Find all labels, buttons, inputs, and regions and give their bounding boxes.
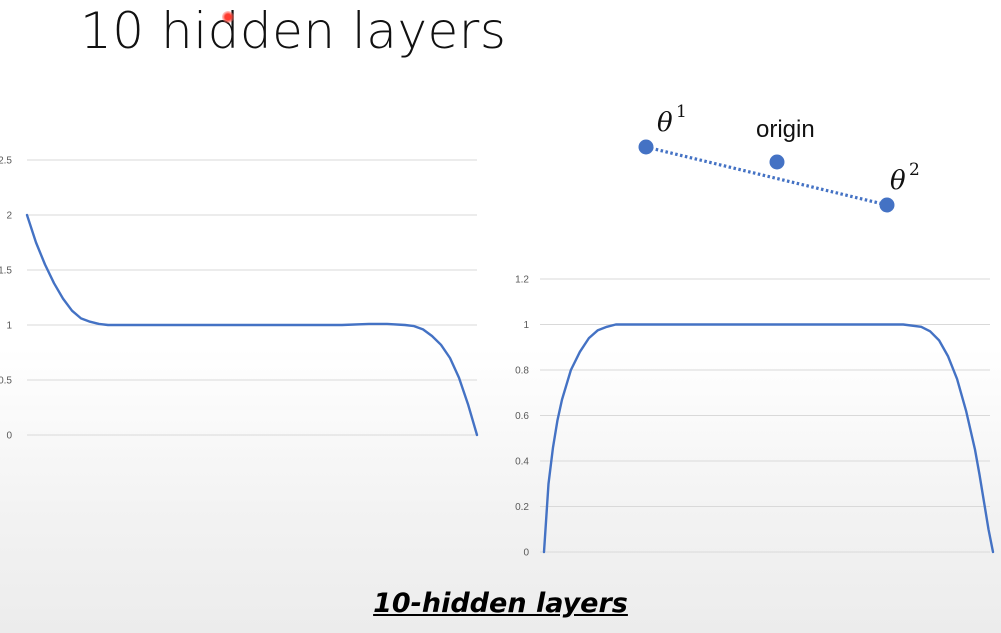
right-line-chart: 1.2 1 0.8 0.6 0.4 0.2 0 xyxy=(515,275,995,559)
theta1-label: θ xyxy=(657,108,673,138)
left-y-tick-label: 0 xyxy=(6,431,12,442)
left-series-line xyxy=(25,213,479,437)
right-y-tick-label: 0 xyxy=(523,548,529,559)
slide-title: 10 hidden layers xyxy=(80,2,507,60)
laser-pointer-dot xyxy=(222,11,234,23)
dotted-connecting-line xyxy=(645,145,888,207)
right-series-line xyxy=(542,323,995,554)
left-y-tick-label: 1.5 xyxy=(0,266,12,277)
right-y-tick-label: 1.2 xyxy=(515,275,529,286)
left-line-chart: 2.5 2 1.5 1 0.5 0 xyxy=(0,156,479,442)
theta1-point xyxy=(638,139,654,155)
right-y-tick-label: 1 xyxy=(523,320,529,331)
left-y-tick-label: 2.5 xyxy=(0,156,12,167)
theta2-label: θ xyxy=(890,166,906,196)
theta1-superscript: 1 xyxy=(676,102,687,122)
right-y-tick-label: 0.4 xyxy=(515,457,529,468)
left-y-tick-label: 2 xyxy=(6,211,12,222)
left-y-tick-label: 0.5 xyxy=(0,376,12,387)
origin-point xyxy=(769,154,785,170)
left-y-tick-label: 1 xyxy=(6,321,12,332)
theta2-superscript: 2 xyxy=(909,160,920,180)
right-y-tick-label: 0.8 xyxy=(515,366,529,377)
slide-caption: 10-hidden layers xyxy=(373,588,628,619)
origin-label: origin xyxy=(756,116,815,143)
right-y-tick-label: 0.6 xyxy=(515,411,529,422)
right-y-tick-label: 0.2 xyxy=(515,502,529,513)
theta2-point xyxy=(879,197,895,213)
